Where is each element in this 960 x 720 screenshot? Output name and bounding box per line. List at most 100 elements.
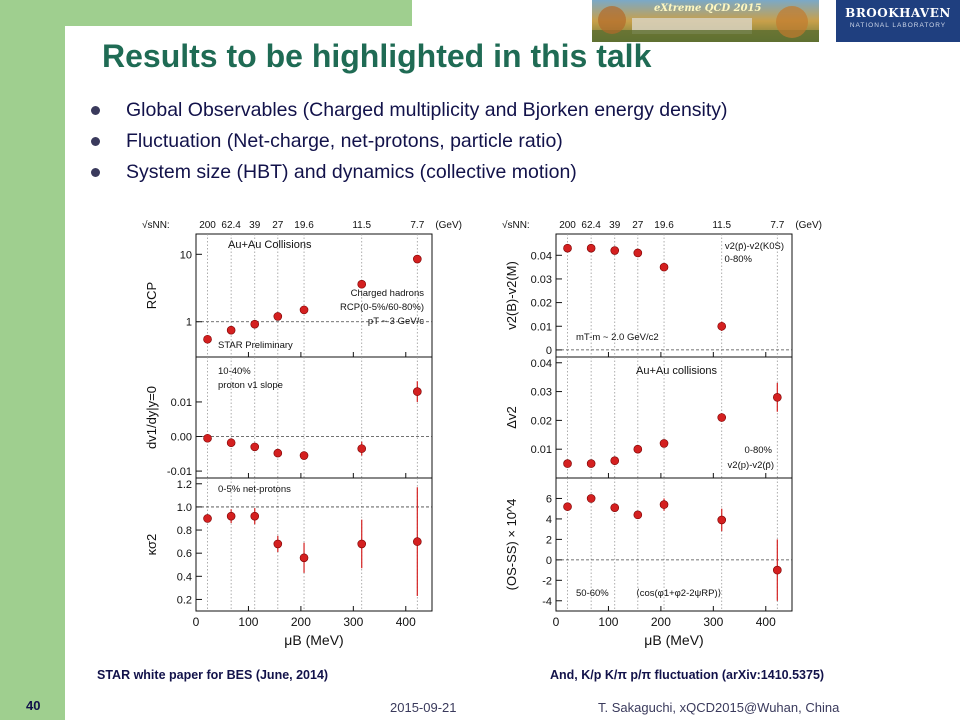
y-tick-label: 10	[180, 249, 192, 261]
slide-title: Results to be highlighted in this talk	[102, 38, 652, 74]
y-tick-label: 0.03	[531, 274, 552, 286]
x-tick-label: 100	[598, 615, 618, 629]
data-point	[633, 248, 643, 258]
data-point	[773, 565, 782, 575]
bullet-item: Fluctuation (Net-charge, net-protons, pa…	[90, 127, 728, 158]
y-axis-label: κσ2	[144, 534, 159, 556]
y-tick-label: 6	[546, 493, 552, 505]
y-tick-label: 1.0	[177, 502, 192, 514]
energy-label: 7.7	[770, 220, 784, 231]
panel: -4 -2 0 2 4 6 (OS-SS) × 10^4 50-60% ⟨cos(φ1+φ2-2…	[504, 477, 793, 612]
y-axis-label: RCP	[144, 282, 159, 309]
data-point	[610, 503, 620, 512]
caption-left: STAR white paper for BES (June, 2014)	[97, 668, 329, 682]
data-point	[226, 511, 236, 521]
data-point	[563, 243, 572, 253]
panel-annotation: 0-5% net-protons	[218, 484, 291, 495]
data-point	[586, 243, 596, 253]
bullet-item: System size (HBT) and dynamics (collecti…	[90, 158, 728, 189]
y-tick-label: -2	[542, 575, 552, 587]
data-point	[226, 325, 236, 335]
panel-annotation: Au+Au Collisions	[228, 239, 312, 251]
y-tick-label: -4	[542, 596, 552, 608]
panel: 0.2 0.4 0.6 0.8 1.0 1.2 κσ2 0-5% net-protons	[144, 477, 433, 612]
panel-annotation: Charged hadrons	[351, 288, 425, 299]
x-tick-label: 300	[343, 615, 363, 629]
sidebar-band	[0, 0, 65, 720]
panel-annotation: 0-80%	[725, 254, 753, 265]
panel: 0.01 0.02 0.03 0.04 Δv2 Au+Au collisions 0-80%…	[504, 356, 793, 479]
y-tick-label: 0.03	[531, 387, 552, 399]
data-point	[357, 539, 367, 549]
y-tick-label: 0.2	[177, 594, 192, 606]
y-tick-label: 0	[546, 555, 552, 567]
top-band	[0, 0, 412, 26]
data-point	[563, 502, 572, 511]
bullet-dot-icon	[91, 137, 100, 146]
y-tick-label: 0	[546, 345, 552, 357]
data-point	[357, 444, 367, 453]
x-tick-label: 400	[396, 615, 416, 629]
data-point	[273, 539, 283, 549]
y-tick-label: 0.01	[531, 321, 552, 333]
x-tick-label: 400	[756, 615, 776, 629]
energy-label: 11.5	[352, 220, 371, 231]
energy-label: 27	[272, 220, 284, 231]
data-point	[413, 537, 422, 546]
x-axis-label: μB (MeV)	[644, 632, 703, 648]
data-point	[250, 442, 260, 452]
data-point	[250, 319, 260, 329]
logo-line1: BROOKHAVEN	[845, 6, 951, 20]
figure-left: √sNN: 200 62.4 39 27 19.6 11.5 7.7 (GeV) 1 10 RCP Au…	[142, 219, 462, 648]
bullet-text: Fluctuation (Net-charge, net-protons, pa…	[126, 130, 563, 152]
data-point	[633, 444, 643, 454]
y-tick-label: 0.01	[531, 444, 552, 456]
panel-annotation: RCP(0-5%/60-80%)	[340, 302, 424, 313]
y-tick-label: 4	[546, 514, 552, 526]
footer-author: T. Sakaguchi, xQCD2015@Wuhan, China	[598, 700, 840, 715]
data-point	[610, 456, 620, 466]
panel-annotation: ⟨cos(φ1+φ2-2ψRP)⟩	[636, 588, 722, 599]
figure-right: √sNN: 200 62.4 39 27 19.6 11.5 7.7 (GeV)00.010.0…	[502, 219, 822, 648]
conference-banner: eXtreme QCD 2015	[592, 0, 819, 42]
y-tick-label: 1	[186, 317, 192, 329]
x-tick-label: 200	[651, 615, 671, 629]
data-point	[357, 279, 367, 289]
x-axis-label: μB (MeV)	[284, 632, 343, 648]
data-point	[586, 459, 596, 468]
y-tick-label: 0.04	[531, 250, 552, 262]
data-point	[299, 451, 309, 460]
x-tick-label: 100	[238, 615, 258, 629]
y-tick-label: 0.6	[177, 548, 192, 560]
bullet-dot-icon	[91, 168, 100, 177]
y-tick-label: 0.00	[171, 432, 192, 444]
data-point	[633, 510, 643, 520]
panel-annotation: proton v1 slope	[218, 380, 283, 391]
panel-annotation: Au+Au collisions	[636, 365, 718, 377]
energy-label: 39	[609, 220, 621, 231]
panel: 0 0.01 0.02 0.03 0.04 v2(B)-v2(M) v2(p̄)-v2(K0…	[504, 233, 793, 358]
banner-text: eXtreme QCD 2015	[654, 3, 761, 14]
data-point	[773, 393, 782, 402]
data-point	[717, 515, 727, 525]
y-tick-label: 1.2	[177, 479, 192, 491]
data-point	[563, 459, 572, 468]
energy-label: 11.5	[712, 220, 731, 231]
data-point	[203, 514, 212, 523]
energy-label: 200	[559, 220, 576, 231]
panel-annotation: mT-m ~ 2.0 GeV/c2	[576, 332, 659, 343]
y-tick-label: 0.02	[531, 298, 552, 310]
y-tick-label: 0.8	[177, 525, 192, 537]
data-point	[413, 254, 422, 264]
x-tick-label: 200	[291, 615, 311, 629]
data-point	[203, 334, 212, 344]
energy-axis-label: √sNN:	[142, 219, 170, 231]
panel-annotation: 0-80%	[745, 445, 773, 456]
data-point	[273, 448, 283, 458]
panel-annotation: pT ~ 3 GeV/c	[368, 316, 424, 327]
data-point	[610, 246, 620, 255]
caption-right: And, K/p K/π p/π fluctuation (arXiv:1410…	[550, 668, 825, 682]
bullet-item: Global Observables (Charged multiplicity…	[90, 96, 728, 127]
data-point	[659, 500, 669, 509]
y-tick-label: 0.02	[531, 415, 552, 427]
